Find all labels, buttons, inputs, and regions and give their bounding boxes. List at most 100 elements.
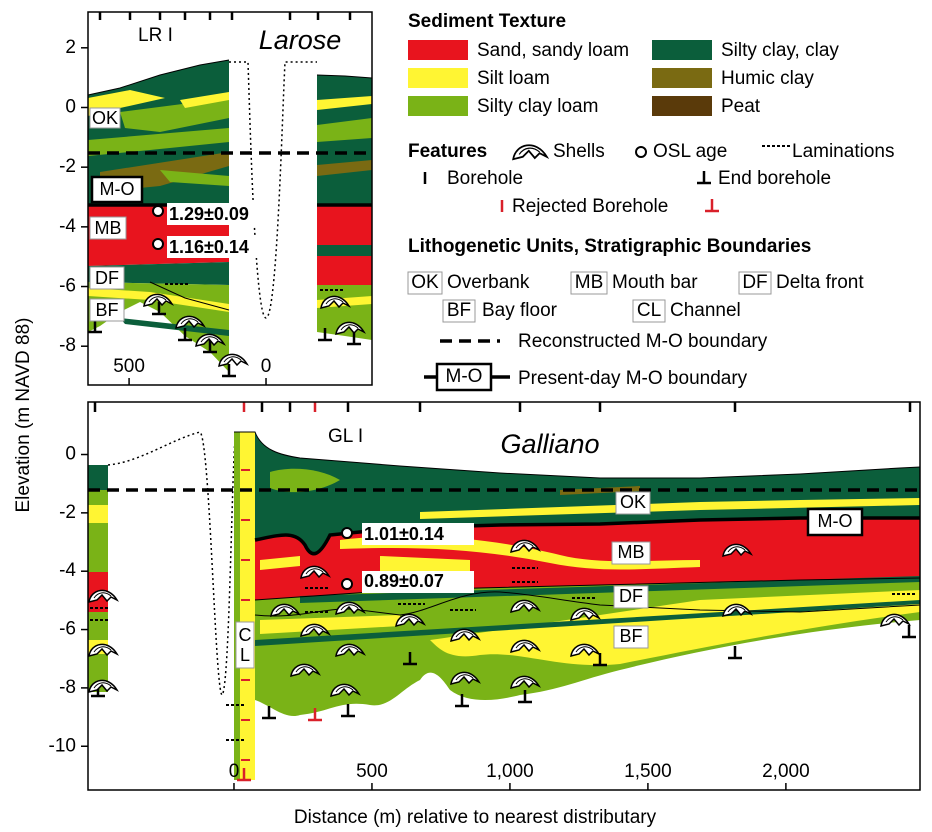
legend-label: Silty clay loam: [477, 96, 598, 117]
legend-label: Laminations: [792, 141, 894, 162]
osl-age: [342, 528, 352, 538]
legend-swatch: [408, 68, 468, 88]
osl-age: [342, 579, 352, 589]
legend-label: Channel: [670, 300, 741, 321]
y-tick-label: -6: [59, 276, 76, 297]
y-tick-label: -10: [49, 735, 76, 756]
sediment-body: [240, 432, 255, 780]
osl-age: [153, 206, 163, 216]
section-label: LR I: [138, 25, 173, 46]
x-tick-label: 0: [229, 761, 240, 782]
larose-section: LR I Larose OK M-O MB DF BF 1.29±0.09 1.…: [88, 12, 372, 385]
osl-age-label: 1.16±0.14: [169, 237, 249, 257]
legend-code: MB: [575, 272, 604, 293]
sediment-body: [317, 245, 372, 256]
unit-label: DF: [619, 586, 643, 606]
legend-code: DF: [742, 272, 767, 293]
legend-swatch: [652, 96, 712, 116]
legend: Sediment Texture Sand, sandy loam Silt l…: [408, 11, 894, 390]
legend-code: CL: [637, 300, 661, 321]
x-tick-label: 500: [356, 761, 388, 782]
x-tick-label: 1,000: [486, 761, 534, 782]
legend-label: Present-day M-O boundary: [518, 368, 748, 389]
legend-label: End borehole: [718, 168, 831, 189]
rejected-borehole: [244, 402, 315, 412]
legend-label: Delta front: [776, 272, 864, 293]
end-borehole: [341, 704, 355, 716]
borehole: [95, 402, 910, 412]
unit-label: M-O: [818, 511, 853, 531]
legend-osl: [636, 147, 646, 157]
y-tick-label: 0: [65, 97, 76, 118]
y-axis-title: Elevation (m NAVD 88): [13, 318, 34, 513]
y-tick-label: -2: [59, 502, 76, 523]
osl-age-label: 0.89±0.07: [364, 571, 444, 591]
y-tick-label: -4: [59, 216, 76, 237]
x-tick-label: 0: [261, 356, 272, 377]
unit-label: DF: [95, 268, 119, 288]
legend-label: Overbank: [447, 272, 530, 293]
y-tick-label: -8: [59, 335, 76, 356]
end-borehole: [902, 625, 916, 637]
section-label: GL I: [328, 426, 363, 447]
y-tick-label: -2: [59, 156, 76, 177]
y-tick-label: 0: [65, 444, 76, 465]
legend-label: Humic clay: [721, 68, 814, 89]
legend-title: Sediment Texture: [408, 11, 566, 32]
legend-label: Reconstructed M-O boundary: [518, 331, 768, 352]
legend-label: Silty clay, clay: [721, 40, 839, 61]
figure: LR I Larose OK M-O MB DF BF 1.29±0.09 1.…: [0, 0, 932, 832]
borehole: [100, 12, 350, 20]
unit-label: BF: [619, 626, 642, 646]
legend-label: Shells: [553, 141, 605, 162]
legend-label: OSL age: [653, 141, 727, 162]
legend-swatch: [408, 96, 468, 116]
legend-title: Features: [408, 141, 487, 162]
legend-code: BF: [447, 300, 471, 321]
end-borehole: [728, 646, 742, 658]
legend-label: Peat: [721, 96, 761, 117]
galliano-section: GL I Galliano OK M-O MB DF BF CL 1.01±0.…: [88, 402, 920, 790]
legend-code: M-O: [446, 366, 483, 387]
unit-label: MB: [95, 218, 122, 238]
y-tick-label: -6: [59, 619, 76, 640]
unit-label: OK: [92, 108, 118, 128]
unit-label: BF: [95, 300, 118, 320]
legend-label: Mouth bar: [612, 272, 698, 293]
sediment-body: [88, 540, 108, 572]
y-tick-label: -4: [59, 560, 76, 581]
legend-title: Lithogenetic Units, Stratigraphic Bounda…: [408, 236, 811, 257]
unit-label: CL: [235, 625, 255, 665]
unit-label: M-O: [100, 179, 135, 199]
osl-age-label: 1.29±0.09: [169, 204, 249, 224]
x-tick-label: 2,000: [762, 761, 810, 782]
panel-title: Larose: [259, 25, 342, 55]
legend-label: Sand, sandy loam: [477, 40, 629, 61]
legend-shell: [513, 145, 547, 159]
legend-label: Silt loam: [477, 68, 550, 89]
sediment-body: [88, 505, 108, 523]
y-tick-label: -8: [59, 677, 76, 698]
channel-outline: [108, 432, 236, 695]
osl-age-label: 1.01±0.14: [364, 524, 444, 544]
legend-label: Bay floor: [482, 300, 558, 321]
x-tick-label: 500: [113, 356, 145, 377]
legend-swatch: [408, 40, 468, 60]
legend-swatch: [652, 68, 712, 88]
legend-swatch: [652, 40, 712, 60]
unit-label: OK: [620, 492, 646, 512]
y-tick-label: 2: [65, 37, 76, 58]
x-axis-title: Distance (m) relative to nearest distrib…: [294, 807, 657, 828]
x-tick-label: 1,500: [624, 761, 672, 782]
legend-label: Borehole: [447, 168, 523, 189]
panel-title: Galliano: [500, 429, 599, 459]
osl-age: [153, 239, 163, 249]
sediment-body: [234, 432, 240, 780]
sediment-body: [88, 465, 108, 490]
unit-label: MB: [618, 542, 645, 562]
legend-label: Rejected Borehole: [512, 196, 668, 217]
legend-code: OK: [411, 272, 439, 293]
legend-rejected-end-borehole: [705, 199, 719, 211]
legend-end-borehole: [697, 171, 711, 183]
channel-outline: [229, 62, 317, 318]
